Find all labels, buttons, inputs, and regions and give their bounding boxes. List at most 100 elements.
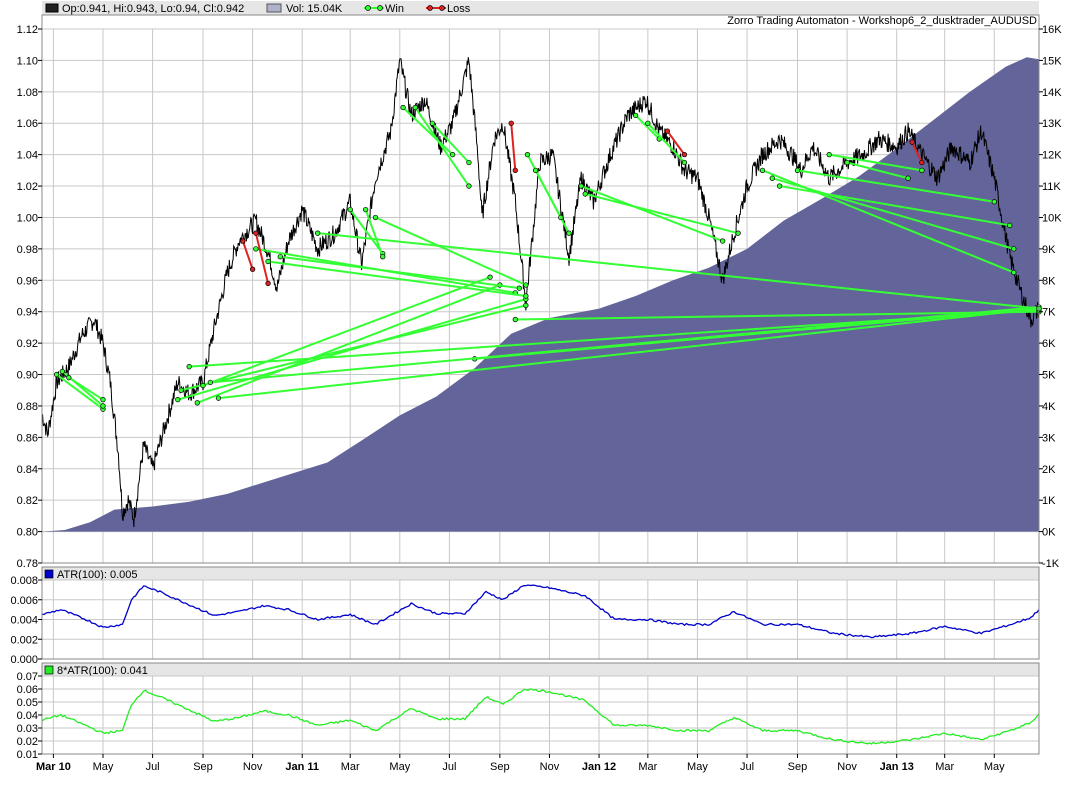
win-trade-entry bbox=[844, 159, 850, 166]
loss-trade-line bbox=[241, 240, 254, 270]
loss-trade-exit bbox=[265, 280, 271, 287]
x-tick-label: May bbox=[687, 761, 708, 773]
volume-tick-label: 6K bbox=[1042, 338, 1056, 350]
win-trade-exit bbox=[466, 159, 472, 166]
volume-tick-label: 5K bbox=[1042, 370, 1056, 382]
equity-area bbox=[42, 57, 1039, 532]
win-trade-entry bbox=[645, 120, 651, 126]
win-trade-entry bbox=[429, 120, 435, 126]
win-trade-exit bbox=[558, 214, 564, 221]
win-trade-entry bbox=[532, 167, 539, 174]
atr-tick-label: 0.006 bbox=[10, 595, 38, 607]
win-trade-entry bbox=[215, 395, 222, 401]
loss-trade-exit bbox=[249, 266, 256, 272]
volume-tick-label: 16K bbox=[1042, 24, 1062, 36]
atr8-legend: 8*ATR(100): 0.041 bbox=[57, 665, 148, 677]
win-trade-entry bbox=[363, 206, 369, 213]
atr-legend-swatch bbox=[44, 569, 54, 579]
atr-line bbox=[41, 584, 1040, 639]
win-trade-line bbox=[68, 376, 104, 401]
win-trade-entry bbox=[759, 167, 766, 174]
price-tick-label: 0.86 bbox=[17, 432, 38, 444]
win-trade-entry bbox=[178, 387, 184, 393]
win-trade-entry bbox=[794, 167, 801, 174]
win-trade-entry bbox=[59, 368, 65, 375]
win-trade-line bbox=[375, 216, 527, 286]
x-tick-label: Sep bbox=[788, 761, 808, 773]
win-trade-exit bbox=[681, 159, 688, 166]
price-tick-label: 0.80 bbox=[17, 527, 38, 539]
win-trade-entry bbox=[200, 382, 206, 389]
volume-tick-label: -1K bbox=[1042, 558, 1060, 570]
win-trade-exit bbox=[523, 293, 529, 299]
atr8-tick-label: 0.02 bbox=[17, 736, 38, 748]
win-trade-entry bbox=[400, 104, 406, 111]
win-trade-exit bbox=[720, 238, 726, 244]
atr8-panel-header bbox=[42, 663, 1039, 676]
x-tick-label: May bbox=[984, 761, 1005, 773]
loss-trade-entry bbox=[909, 139, 915, 145]
win-trade-exit bbox=[100, 403, 106, 409]
volume-tick-label: 15K bbox=[1042, 55, 1062, 67]
atr8-series-layer bbox=[41, 688, 1040, 745]
win-trade-exit bbox=[735, 230, 741, 236]
win-trade-line bbox=[267, 260, 526, 297]
win-trade-exit bbox=[523, 282, 529, 288]
win-trade-entry bbox=[632, 112, 639, 119]
atr-panel-frame bbox=[41, 566, 1040, 660]
loss-trade-entry bbox=[508, 120, 514, 126]
loss-trade-exit bbox=[681, 151, 688, 158]
price-tick-label: 1.00 bbox=[17, 212, 38, 224]
atr8-panel-frame bbox=[41, 662, 1040, 755]
x-tick-label: Jul bbox=[442, 761, 456, 773]
price-tick-label: 1.06 bbox=[17, 118, 38, 130]
x-tick-label: Sep bbox=[490, 761, 510, 773]
volume-readout: Vol: 15.04K bbox=[286, 3, 343, 15]
win-trade-line bbox=[56, 373, 104, 410]
win-trade-line bbox=[534, 169, 562, 218]
volume-tick-label: 13K bbox=[1042, 118, 1062, 130]
win-trade-line bbox=[177, 298, 527, 401]
loss-trade-entry bbox=[253, 230, 259, 236]
volume-tick-label: 9K bbox=[1042, 244, 1056, 256]
win-trade-entry bbox=[582, 191, 588, 197]
win-trade-entry bbox=[347, 206, 353, 213]
atr-tick-label: 0.008 bbox=[10, 575, 38, 587]
loss-trade-entry bbox=[664, 128, 671, 134]
price-tick-label: 0.82 bbox=[17, 495, 38, 507]
price-tick-label: 0.84 bbox=[17, 464, 38, 476]
win-trade-line bbox=[580, 185, 724, 242]
loss-trade-line bbox=[254, 232, 270, 284]
win-trade-entry bbox=[186, 364, 192, 370]
volume-legend-swatch bbox=[266, 3, 282, 13]
win-trade-entry bbox=[769, 175, 775, 181]
win-trade-line bbox=[779, 185, 1010, 227]
win-trade-exit bbox=[905, 175, 911, 181]
volume-tick-label: 7K bbox=[1042, 307, 1056, 319]
win-trade-line bbox=[414, 106, 470, 187]
atr8-legend-swatch bbox=[44, 665, 54, 675]
win-trade-entry bbox=[253, 246, 259, 252]
atr8-tick-label: 0.05 bbox=[17, 697, 38, 709]
win-trade-entry bbox=[66, 375, 72, 381]
atr-panel-header bbox=[42, 567, 1039, 580]
win-trade-entry bbox=[776, 183, 783, 189]
win-trade-exit bbox=[523, 302, 529, 309]
win-trade-line bbox=[797, 169, 995, 203]
price-tick-label: 1.04 bbox=[17, 150, 38, 162]
loss-trade-line bbox=[666, 130, 686, 156]
win-trade-exit bbox=[450, 151, 456, 158]
volume-tick-label: 11K bbox=[1042, 181, 1061, 193]
x-tick-label: Mar 10 bbox=[36, 761, 71, 773]
win-trade-entry bbox=[277, 254, 283, 260]
win-trade-line bbox=[180, 304, 527, 392]
x-tick-label: Jan 13 bbox=[880, 761, 914, 773]
x-tick-label: Sep bbox=[193, 761, 213, 773]
x-tick-label: May bbox=[93, 761, 114, 773]
volume-tick-label: 0K bbox=[1042, 527, 1056, 539]
loss-trade-exit bbox=[512, 167, 518, 174]
atr-tick-label: 0.002 bbox=[10, 634, 38, 646]
x-tick-label: Jan 11 bbox=[285, 761, 319, 773]
atr8-tick-label: 0.04 bbox=[17, 710, 38, 722]
win-trade-entry bbox=[265, 258, 271, 265]
